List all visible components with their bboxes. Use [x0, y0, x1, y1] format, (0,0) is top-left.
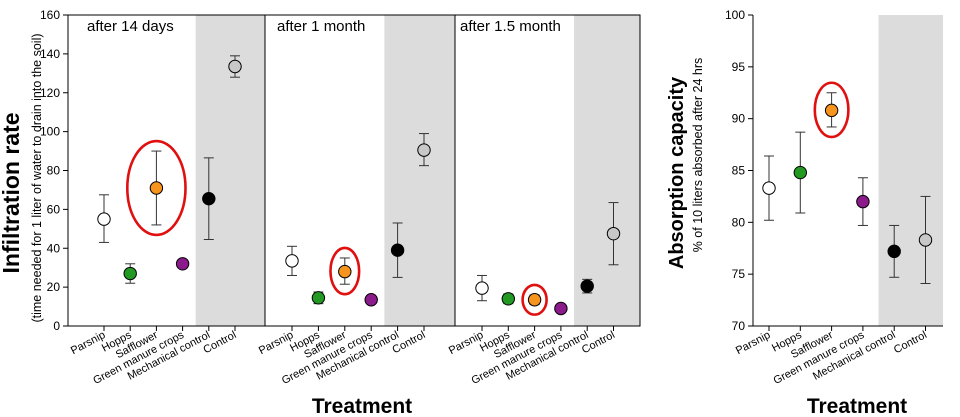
panel-2-point-hopps	[311, 291, 326, 305]
panel-3-point-parsnip	[475, 281, 489, 295]
panel-4-shaded-region	[878, 15, 943, 326]
highlight-ellipses	[126, 81, 850, 316]
panel-2-point-safflower	[338, 264, 352, 279]
panel-1-point-safflower	[149, 181, 164, 195]
panel-4-y-tick-label: 100	[725, 8, 745, 22]
panel-2-highlight-ellipse-safflower	[329, 246, 361, 296]
panel-2-shaded-region	[384, 15, 455, 326]
panel-1-y-tick-label: 0	[53, 319, 60, 333]
panel-1-point-parsnip	[97, 212, 111, 226]
panel-3-point-hopps	[501, 292, 515, 306]
panel-4-point-parsnip	[762, 181, 776, 195]
left-plot-frame	[67, 14, 641, 327]
panel-1-point-mechanical-control	[202, 191, 216, 206]
panel-3-point-green-manure-crops	[554, 301, 568, 316]
panel-4-highlight-ellipse-safflower	[813, 81, 850, 139]
panel-3-point-control	[606, 226, 621, 241]
right-x-axis-title: Treatment	[807, 395, 907, 417]
panel-1-highlight-ellipse-safflower	[126, 139, 187, 237]
panel-4-y-tick-label: 90	[732, 112, 746, 126]
shaded-control-regions	[195, 15, 943, 326]
panel-1-y-tick-label: 100	[40, 125, 60, 139]
panel-4-y-tick-label: 80	[732, 215, 746, 229]
panel-1-y-tick-label: 20	[47, 280, 61, 294]
panel-1-point-control	[228, 59, 242, 74]
panel-1-y-tick-label: 40	[47, 241, 61, 255]
panel-4-point-hopps	[793, 165, 807, 180]
panel-3-shaded-region	[574, 15, 640, 326]
panel-3-highlight-ellipse-safflower	[521, 283, 548, 316]
left-y-axis-title: Infiltration rate	[0, 112, 24, 273]
panel-4-category-label-parsnip: Parsnip	[734, 329, 773, 357]
panel-4-y-tick-label: 75	[732, 267, 746, 281]
left-y-axis-subtitle: (time needed for 1 liter of water to dra…	[30, 33, 44, 322]
axes	[63, 14, 943, 331]
panel-2-point-parsnip	[285, 254, 299, 268]
panel-1-y-tick-label: 160	[40, 8, 60, 22]
panel-1-y-tick-label: 140	[40, 47, 60, 61]
panel-4-y-tick-label: 95	[732, 60, 746, 74]
panel-4-point-control	[918, 233, 933, 247]
panel-1-shaded-region	[195, 15, 265, 326]
panel-2-point-green-manure-crops	[364, 293, 378, 307]
panel-3-point-safflower	[527, 293, 542, 307]
right-y-axis-subtitle: % of 10 liters absorbed after 24 hrs	[691, 58, 705, 253]
panel-4-y-tick-label: 70	[732, 319, 746, 333]
panel-4-point-safflower	[824, 103, 839, 118]
panel-4-y-tick-label: 85	[732, 164, 746, 178]
panel-1-y-tick-label: 120	[40, 86, 60, 100]
panel-2-point-mechanical-control	[390, 243, 405, 257]
panel-2-point-control	[417, 143, 431, 157]
panel-1-y-tick-label: 60	[47, 202, 61, 216]
panel-1-title: after 14 days	[87, 18, 174, 35]
labels: 0 20 40 60 80 100 120 140 160 after 14 days Parsni…	[40, 8, 929, 387]
panel-4-point-mechanical-control	[887, 244, 901, 259]
data-points	[97, 59, 933, 316]
panel-3-point-mechanical-control	[580, 279, 594, 293]
panel-4-point-green-manure-crops	[856, 194, 870, 209]
left-x-axis-title: Treatment	[312, 395, 412, 417]
panel-1-y-tick-label: 80	[47, 164, 61, 178]
panel-3-title: after 1.5 month	[460, 18, 561, 35]
panel-1-point-hopps	[123, 266, 137, 281]
panel-1-point-green-manure-crops	[175, 257, 190, 271]
panel-2-title: after 1 month	[277, 18, 365, 35]
right-y-axis-title: Absorption capacity	[666, 76, 688, 269]
panel-4-category-label-control: Control	[892, 329, 929, 356]
